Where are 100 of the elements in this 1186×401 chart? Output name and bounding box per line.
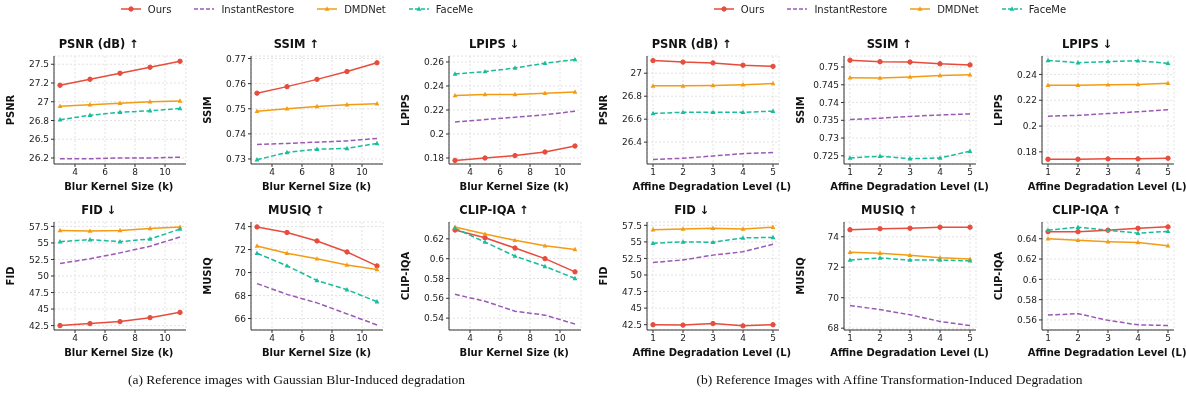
y-tick-label: 55 — [37, 238, 49, 249]
x-tick-label: 8 — [329, 167, 336, 178]
x-tick-label: 5 — [967, 333, 974, 344]
x-tick-label: 3 — [1105, 333, 1112, 344]
y-tick-label: 27.5 — [28, 59, 49, 70]
y-tick-label: 0.64 — [1017, 233, 1038, 244]
x-axis-title: Blur Kernel Size (k) — [261, 180, 372, 194]
y-tick-label: 27 — [37, 96, 49, 107]
x-tick-label: 10 — [356, 333, 369, 344]
x-tick-label: 10 — [159, 167, 171, 178]
y-tick-label: 50 — [630, 270, 643, 281]
x-tick-label: 6 — [299, 167, 306, 178]
y-tick-label: 52.5 — [621, 253, 642, 264]
y-axis-title: FID — [4, 266, 16, 286]
x-tick-label: 2 — [1075, 333, 1082, 344]
y-tick-label: 0.77 — [226, 53, 247, 64]
x-tick-label: 6 — [101, 333, 108, 344]
legend-label: FaceMe — [435, 3, 474, 15]
y-tick-label: 26.5 — [28, 134, 49, 145]
chart-title: PSNR (dB) ↑ — [58, 36, 139, 52]
x-tick-label: 4 — [467, 333, 474, 344]
x-tick-label: 3 — [907, 333, 914, 344]
y-tick-label: 27 — [630, 68, 642, 79]
chart-title: SSIM ↑ — [273, 36, 320, 52]
y-axis-title: SSIM — [795, 96, 807, 124]
chart-title: LPIPS ↓ — [1061, 36, 1113, 52]
x-axis-title: Blur Kernel Size (k) — [64, 346, 174, 360]
y-axis-title: PSNR — [4, 94, 16, 126]
x-axis-title: Blur Kernel Size (k) — [459, 180, 569, 194]
y-tick-label: 72 — [235, 244, 247, 255]
chart-title: LPIPS ↓ — [468, 36, 520, 52]
x-tick-label: 2 — [1075, 167, 1082, 178]
x-tick-label: 8 — [131, 333, 138, 344]
y-tick-label: 0.76 — [226, 78, 247, 89]
y-tick-label: 0.6 — [429, 253, 445, 264]
y-tick-label: 0.74 — [819, 97, 840, 108]
x-tick-label: 5 — [769, 333, 776, 344]
y-tick-label: 0.745 — [813, 79, 840, 90]
y-tick-label: 0.18 — [1017, 147, 1038, 158]
y-axis-title: SSIM — [202, 96, 214, 124]
chart-title: CLIP-IQA ↑ — [1052, 202, 1122, 218]
x-tick-label: 4 — [71, 333, 78, 344]
y-tick-label: 0.6 — [1022, 274, 1038, 285]
y-tick-label: 42.5 — [621, 319, 642, 330]
y-axis-title: LPIPS — [992, 94, 1004, 126]
text: (b) Reference Images with Affine Transformation-Induced Degradation — [695, 372, 1084, 388]
x-tick-label: 2 — [679, 333, 686, 344]
y-tick-label: 68 — [828, 323, 840, 334]
y-tick-label: 0.18 — [424, 153, 445, 164]
y-tick-label: 0.22 — [424, 105, 445, 116]
y-tick-label: 26.8 — [621, 91, 643, 102]
y-tick-label: 26.2 — [28, 153, 49, 164]
chart-title: PSNR (dB) ↑ — [651, 36, 732, 52]
x-tick-label: 6 — [299, 333, 306, 344]
x-tick-label: 6 — [497, 167, 504, 178]
x-tick-label: 4 — [937, 167, 944, 178]
y-tick-label: 0.62 — [1017, 254, 1038, 265]
x-axis-title: Affine Degradation Level (L) — [1027, 346, 1186, 360]
x-tick-label: 10 — [554, 167, 567, 178]
y-tick-label: 27.2 — [28, 78, 49, 89]
x-tick-label: 10 — [554, 333, 567, 344]
x-axis-title: Affine Degradation Level (L) — [632, 180, 792, 194]
y-tick-label: 0.58 — [424, 273, 445, 284]
y-axis-title: CLIP-IQA — [992, 251, 1004, 301]
x-tick-label: 8 — [329, 333, 336, 344]
y-tick-label: 0.26 — [424, 57, 445, 68]
x-tick-label: 4 — [71, 167, 78, 178]
x-tick-label: 1 — [847, 333, 854, 344]
y-axis-title: CLIP-IQA — [399, 251, 411, 301]
chart-title: SSIM ↑ — [866, 36, 913, 52]
x-axis-title: Affine Degradation Level (L) — [830, 180, 989, 194]
y-tick-label: 66 — [235, 313, 247, 324]
x-axis-title: Affine Degradation Level (L) — [1027, 180, 1186, 194]
x-tick-label: 3 — [907, 167, 914, 178]
chart-title: MUSIQ ↑ — [268, 202, 325, 218]
x-tick-label: 4 — [269, 333, 276, 344]
y-tick-label: 0.56 — [424, 293, 445, 304]
chart-title: FID ↓ — [81, 202, 117, 218]
y-tick-label: 74 — [828, 231, 840, 242]
legend-label: Ours — [740, 3, 765, 15]
y-tick-label: 26.8 — [28, 115, 50, 126]
y-tick-label: 0.24 — [424, 81, 445, 92]
legend-label: Ours — [147, 3, 172, 15]
x-tick-label: 4 — [467, 167, 474, 178]
y-axis-title: PSNR — [597, 94, 609, 126]
y-tick-label: 0.22 — [1017, 95, 1038, 106]
x-axis-title: Blur Kernel Size (k) — [64, 180, 174, 194]
y-tick-label: 0.75 — [226, 103, 247, 114]
y-tick-label: 47.5 — [621, 286, 642, 297]
x-tick-label: 4 — [1135, 333, 1142, 344]
x-tick-label: 4 — [269, 167, 276, 178]
x-tick-label: 1 — [847, 167, 854, 178]
chart-title: MUSIQ ↑ — [861, 202, 918, 218]
y-tick-label: 0.735 — [813, 115, 840, 126]
y-tick-label: 42.5 — [28, 320, 49, 331]
x-tick-label: 3 — [709, 333, 716, 344]
text: (a) Reference images with Gaussian Blur-Induced degradation — [126, 372, 467, 388]
x-axis-title: Affine Degradation Level (L) — [830, 346, 989, 360]
legend-label: DMDNet — [937, 3, 979, 15]
x-tick-label: 1 — [1045, 167, 1052, 178]
